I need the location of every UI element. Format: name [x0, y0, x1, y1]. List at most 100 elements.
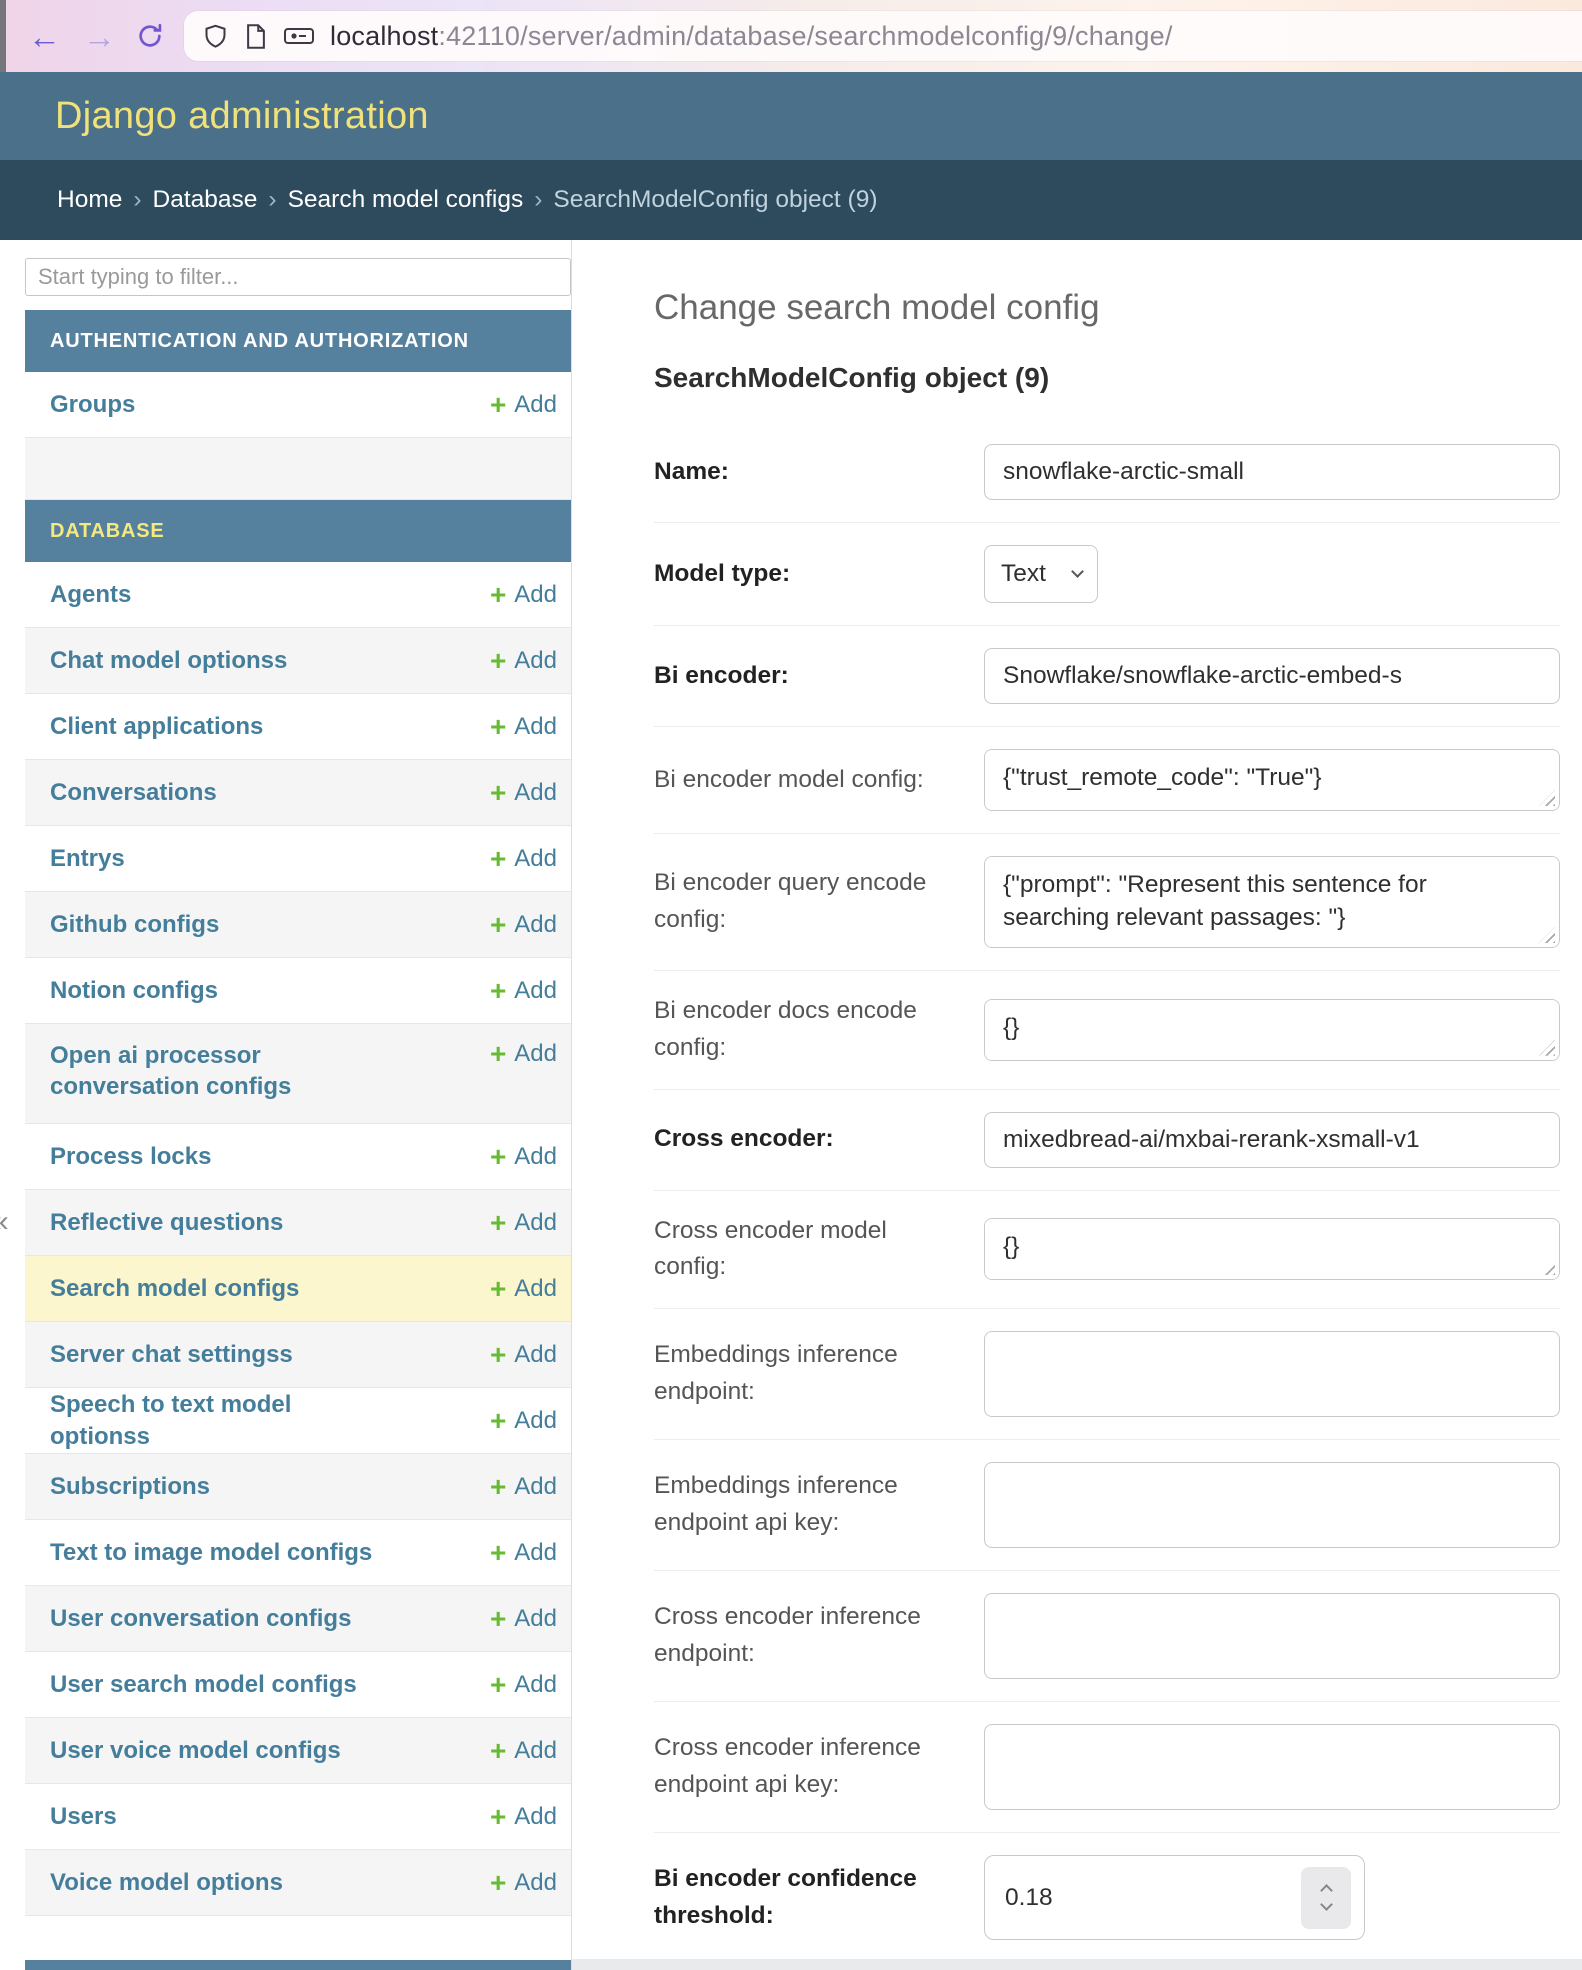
- add-link-user-voice-model-configs[interactable]: + Add: [490, 1736, 557, 1765]
- add-link-user-conversation-configs[interactable]: + Add: [490, 1604, 557, 1633]
- add-plus-icon: +: [489, 1140, 507, 1172]
- sidebar-item-chat-model-optionss: Chat model optionss + Add: [25, 628, 571, 694]
- shield-icon[interactable]: [202, 23, 229, 50]
- number-spinner[interactable]: [1301, 1866, 1351, 1929]
- add-link-speech-to-text-model-optionss[interactable]: + Add: [490, 1406, 557, 1435]
- add-link-agents[interactable]: + Add: [490, 580, 557, 609]
- chevron-down-icon: [1071, 565, 1084, 578]
- add-link-chat-model-optionss[interactable]: + Add: [490, 646, 557, 675]
- cross-encoder-model-config-textarea[interactable]: {}: [985, 1219, 1559, 1280]
- sidebar-empty-row: [25, 438, 571, 500]
- spinner-down-icon[interactable]: [1319, 1898, 1333, 1911]
- browser-forward-button[interactable]: →: [83, 17, 116, 55]
- bi-encoder-confidence-threshold-input[interactable]: 0.18: [984, 1855, 1365, 1940]
- model-link-server-chat-settingss[interactable]: Server chat settingss: [50, 1340, 293, 1368]
- add-label: Add: [514, 1208, 557, 1236]
- cross-encoder-input[interactable]: [984, 1111, 1560, 1168]
- add-link-github-configs[interactable]: + Add: [489, 908, 557, 940]
- add-label: Add: [514, 1802, 557, 1830]
- add-link-groups[interactable]: + Add: [490, 390, 557, 419]
- add-link-open-ai-processor-conversation-configs[interactable]: + Add: [490, 1040, 557, 1068]
- add-link-text-to-image-model-configs[interactable]: + Add: [489, 1536, 557, 1568]
- sidebar-sections: AUTHENTICATION AND AUTHORIZATION Groups + A…: [25, 310, 571, 1960]
- field-label-cross-encoder-model-config: Cross encoder model config:: [654, 1216, 887, 1281]
- name-input[interactable]: [984, 444, 1560, 500]
- bi-encoder-model-config-textarea[interactable]: {"trust_remote_code": "True"}: [985, 750, 1559, 810]
- add-label: Add: [514, 1040, 557, 1067]
- bi-encoder-docs-encode-config-textarea[interactable]: {}: [985, 999, 1559, 1060]
- embeddings-inference-endpoint-input[interactable]: [984, 1331, 1560, 1417]
- sidebar-item-entrys: Entrys + Add: [25, 826, 571, 892]
- model-link-reflective-questions[interactable]: Reflective questions: [50, 1208, 284, 1236]
- add-plus-icon: +: [489, 1800, 507, 1832]
- add-plus-icon: +: [489, 974, 507, 1006]
- field-control: [984, 648, 1560, 704]
- model-link-client-applications[interactable]: Client applications: [50, 712, 264, 740]
- add-link-process-locks[interactable]: + Add: [489, 1140, 557, 1172]
- model-link-user-search-model-configs[interactable]: User search model configs: [50, 1670, 357, 1698]
- add-link-search-model-configs[interactable]: + Add: [490, 1274, 557, 1303]
- model-link-users[interactable]: Users: [50, 1802, 117, 1830]
- add-link-subscriptions[interactable]: + Add: [489, 1470, 557, 1502]
- form-row-embeddings-inference-endpoint-api-key: Embeddings inference endpoint api key:: [654, 1439, 1560, 1570]
- model-type-select[interactable]: Text: [984, 545, 1098, 603]
- embeddings-inference-endpoint-api-key-input[interactable]: [984, 1462, 1560, 1548]
- field-control: 0.18: [984, 1855, 1560, 1940]
- model-link-notion-configs[interactable]: Notion configs: [50, 976, 218, 1004]
- model-link-user-conversation-configs[interactable]: User conversation configs: [50, 1604, 352, 1632]
- model-link-subscriptions[interactable]: Subscriptions: [50, 1472, 211, 1500]
- field-control: [984, 1331, 1560, 1417]
- model-link-conversations[interactable]: Conversations: [50, 778, 217, 806]
- model-link-entrys[interactable]: Entrys: [50, 844, 125, 872]
- sidebar-toggle-icon[interactable]: «: [0, 1205, 9, 1239]
- url-text[interactable]: localhost:42110/server/admin/database/se…: [330, 21, 1173, 52]
- add-link-client-applications[interactable]: + Add: [490, 712, 557, 741]
- breadcrumb-separator: ›: [133, 186, 142, 213]
- add-link-user-search-model-configs[interactable]: + Add: [490, 1670, 557, 1699]
- reload-icon: [139, 23, 162, 47]
- model-link-open-ai-processor-conversation-configs[interactable]: Open ai processor conversation configs: [50, 1042, 292, 1101]
- add-label: Add: [514, 1142, 557, 1170]
- url-bar[interactable]: localhost:42110/server/admin/database/se…: [184, 11, 1582, 61]
- site-settings-icon[interactable]: [283, 24, 315, 48]
- model-link-chat-model-optionss[interactable]: Chat model optionss: [50, 646, 288, 674]
- add-link-voice-model-options[interactable]: + Add: [490, 1868, 557, 1897]
- cross-encoder-inference-endpoint-api-key-input[interactable]: [984, 1724, 1560, 1810]
- model-link-github-configs[interactable]: Github configs: [50, 910, 220, 938]
- browser-toolbar: ← → localhost:42110/server/admin/databas…: [0, 0, 1582, 72]
- browser-back-button[interactable]: ←: [28, 17, 61, 55]
- cross-encoder-inference-endpoint-input[interactable]: [984, 1593, 1560, 1679]
- spinner-up-icon[interactable]: [1319, 1884, 1333, 1897]
- model-link-user-voice-model-configs[interactable]: User voice model configs: [50, 1736, 341, 1764]
- add-plus-icon: +: [489, 908, 507, 940]
- add-link-notion-configs[interactable]: + Add: [489, 974, 557, 1006]
- add-link-entrys[interactable]: + Add: [490, 844, 557, 873]
- model-link-agents[interactable]: Agents: [50, 580, 132, 608]
- add-link-users[interactable]: + Add: [489, 1800, 557, 1832]
- breadcrumb-database[interactable]: Database: [152, 186, 258, 213]
- model-link-search-model-configs[interactable]: Search model configs: [50, 1274, 300, 1302]
- model-link-speech-to-text-model-optionss[interactable]: Speech to text model optionss: [50, 1391, 292, 1450]
- breadcrumb-search-model-configs[interactable]: Search model configs: [287, 186, 524, 213]
- add-plus-icon: +: [489, 1536, 507, 1568]
- bi-encoder-query-encode-config-textarea[interactable]: {"prompt": "Represent this sentence for …: [985, 857, 1559, 947]
- add-plus-icon: +: [489, 1470, 507, 1502]
- sidebar-bottom-strip: [25, 1960, 571, 1970]
- add-label: Add: [514, 580, 557, 608]
- model-link-text-to-image-model-configs[interactable]: Text to image model configs: [50, 1538, 373, 1566]
- bi-encoder-input[interactable]: [984, 648, 1560, 704]
- field-label-bi-encoder-docs-encode-config: Bi encoder docs encode config:: [654, 997, 917, 1061]
- model-link-voice-model-options[interactable]: Voice model options: [50, 1868, 283, 1896]
- model-link-process-locks[interactable]: Process locks: [50, 1142, 212, 1170]
- page-icon[interactable]: [244, 23, 268, 50]
- browser-reload-button[interactable]: [136, 22, 164, 50]
- breadcrumb-home[interactable]: Home: [57, 186, 123, 213]
- add-link-reflective-questions[interactable]: + Add: [490, 1208, 557, 1237]
- add-link-server-chat-settingss[interactable]: + Add: [490, 1340, 557, 1369]
- field-label-name: Name:: [654, 457, 729, 485]
- field-label-bi-encoder: Bi encoder:: [654, 661, 789, 689]
- model-link-groups[interactable]: Groups: [50, 390, 136, 418]
- sidebar-filter-input[interactable]: [25, 258, 571, 296]
- sidebar-item-user-conversation-configs: User conversation configs + Add: [25, 1586, 571, 1652]
- add-link-conversations[interactable]: + Add: [490, 778, 557, 807]
